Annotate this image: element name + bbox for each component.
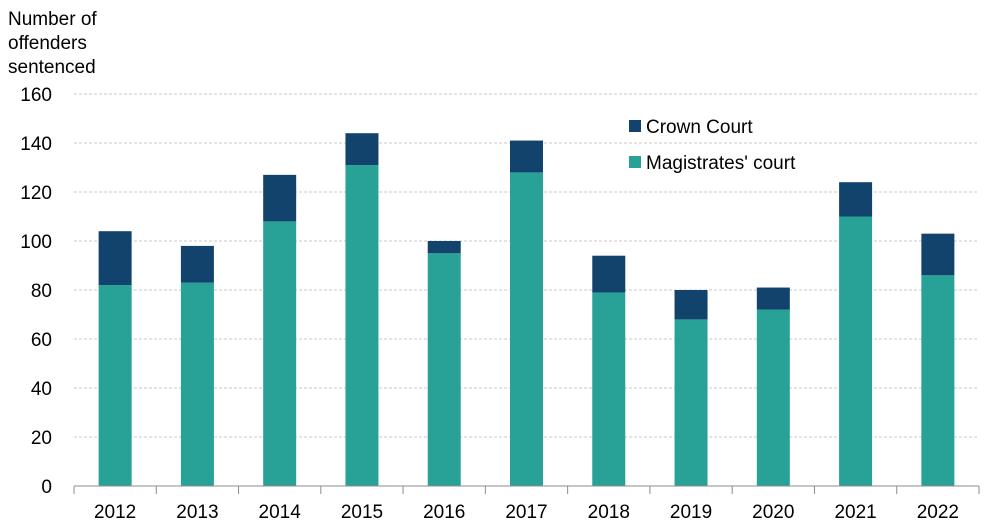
x-tick-label: 2016: [423, 502, 465, 523]
y-tick-label: 80: [31, 281, 52, 302]
x-tick-label: 2021: [834, 502, 876, 523]
bar-crown-court-2013: [180, 245, 214, 283]
x-tick-label: 2015: [341, 502, 383, 523]
x-tick-label: 2022: [917, 502, 959, 523]
bar-magistrates-court-2022: [921, 275, 955, 486]
x-tick-label: 2013: [176, 502, 218, 523]
bar-magistrates-court-2021: [839, 216, 873, 486]
bar-magistrates-court-2016: [427, 253, 461, 486]
y-tick-label: 140: [20, 134, 52, 155]
bar-crown-court-2021: [839, 182, 873, 217]
legend-swatch-magistrates-court: [629, 156, 641, 168]
bar-magistrates-court-2015: [345, 165, 379, 487]
bar-magistrates-court-2013: [180, 282, 214, 486]
bar-magistrates-court-2014: [263, 221, 297, 486]
bar-crown-court-2018: [592, 255, 626, 293]
legend-swatch-crown-court: [629, 120, 641, 132]
y-tick-label: 60: [31, 330, 52, 351]
bar-crown-court-2015: [345, 133, 379, 166]
bar-crown-court-2012: [98, 231, 132, 286]
y-tick-label: 160: [20, 85, 52, 106]
x-tick-label: 2014: [259, 502, 302, 523]
bar-magistrates-court-2012: [98, 285, 132, 486]
y-tick-label: 40: [31, 379, 52, 400]
y-tick-label: 120: [20, 183, 52, 204]
y-tick-label: 20: [31, 428, 52, 449]
bars: [98, 133, 955, 487]
bar-magistrates-court-2017: [510, 172, 543, 486]
bar-magistrates-court-2019: [674, 319, 708, 486]
y-axis-title-line-1: Number of: [8, 9, 97, 30]
bar-crown-court-2017: [510, 140, 543, 173]
bar-crown-court-2022: [921, 233, 955, 276]
x-tick-label: 2018: [588, 502, 630, 523]
x-tick-label: 2019: [670, 502, 712, 523]
y-axis-title-line-3: sentenced: [8, 57, 96, 78]
x-tick-label: 2012: [94, 502, 136, 523]
y-axis-title-line-2: offenders: [8, 33, 87, 54]
legend-label-crown-court: Crown Court: [646, 117, 753, 138]
bar-crown-court-2016: [427, 241, 461, 254]
bar-magistrates-court-2018: [592, 292, 626, 486]
legend: Crown Court Magistrates' court: [629, 117, 796, 174]
y-tick-label: 0: [41, 477, 52, 498]
bar-crown-court-2020: [756, 287, 790, 310]
y-tick-label: 100: [20, 232, 52, 253]
x-axis: 2012 2013 2014 2015 2016 2017 2018 2019 2020 2021…: [73, 485, 980, 523]
legend-label-magistrates-court: Magistrates' court: [646, 153, 796, 174]
bar-crown-court-2014: [263, 174, 297, 222]
x-tick-label: 2017: [505, 502, 547, 523]
y-axis-title: Number of offenders sentenced: [8, 9, 97, 78]
y-axis-ticks: 0 20 40 60 80 100 120 140 160: [20, 85, 52, 498]
bar-crown-court-2019: [674, 290, 708, 320]
x-tick-label: 2020: [752, 502, 794, 523]
bar-magistrates-court-2020: [756, 309, 790, 486]
